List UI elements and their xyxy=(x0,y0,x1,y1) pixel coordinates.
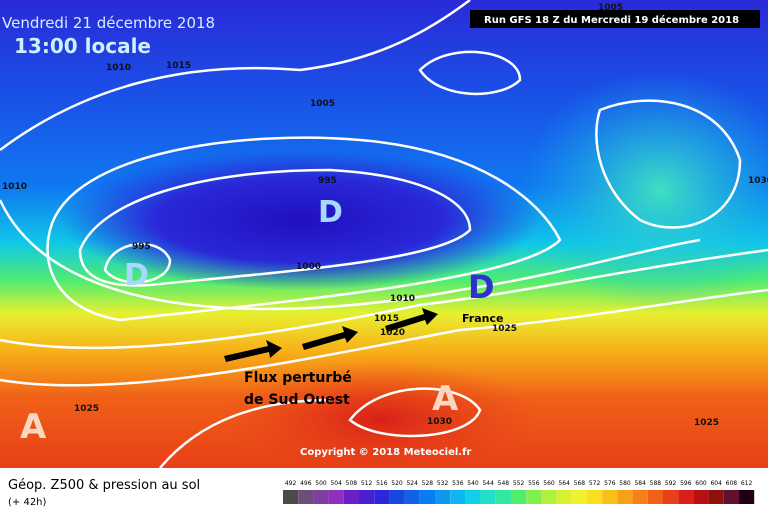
date: Vendredi 21 décembre 2018 xyxy=(2,14,215,32)
annotation: de Sud Ouest xyxy=(244,392,350,408)
isobar-label: 1010 xyxy=(106,63,131,73)
cold-area xyxy=(520,70,768,310)
legend-swatch xyxy=(298,490,314,504)
legend-title: Géop. Z500 & pression au sol xyxy=(8,478,200,493)
legend-value: 596 xyxy=(680,480,692,487)
legend-value: 592 xyxy=(665,480,677,487)
legend-value: 496 xyxy=(300,480,312,487)
legend-swatch xyxy=(541,490,557,504)
legend-value: 604 xyxy=(710,480,722,487)
legend-value: 528 xyxy=(422,480,434,487)
legend-swatch xyxy=(632,490,648,504)
pressure-system: D xyxy=(124,258,149,293)
isobar-label: 1015 xyxy=(166,61,191,71)
time: 13:00 locale xyxy=(14,34,151,58)
legend-value: 524 xyxy=(406,480,418,487)
legend-swatch xyxy=(374,490,390,504)
legend-swatch xyxy=(693,490,709,504)
legend-value: 544 xyxy=(482,480,494,487)
legend-value: 548 xyxy=(498,480,510,487)
legend-value: 568 xyxy=(574,480,586,487)
legend-value: 536 xyxy=(452,480,464,487)
legend-swatch xyxy=(739,490,755,504)
legend-value: 564 xyxy=(558,480,570,487)
legend-swatch xyxy=(495,490,511,504)
legend-value: 532 xyxy=(437,480,449,487)
legend-swatch xyxy=(708,490,724,504)
legend-swatch xyxy=(602,490,618,504)
legend-swatch xyxy=(313,490,329,504)
legend-value: 600 xyxy=(695,480,707,487)
legend-value: 512 xyxy=(361,480,373,487)
legend-swatch xyxy=(328,490,344,504)
legend-swatch xyxy=(647,490,663,504)
legend-swatch xyxy=(480,490,496,504)
legend-swatch xyxy=(435,490,451,504)
run-info: Run GFS 18 Z du Mercredi 19 décembre 201… xyxy=(484,14,739,26)
legend-swatch xyxy=(389,490,405,504)
isobar-label: 995 xyxy=(318,176,337,186)
legend-swatch xyxy=(450,490,466,504)
isobar-label: 1025 xyxy=(694,418,719,428)
legend-swatch xyxy=(359,490,375,504)
legend-value: 500 xyxy=(315,480,327,487)
isobar-label: 1005 xyxy=(310,99,335,109)
isobar-label: 1020 xyxy=(380,328,405,338)
legend-value: 560 xyxy=(543,480,555,487)
legend-swatch xyxy=(526,490,542,504)
legend-value: 508 xyxy=(346,480,358,487)
isobar-label: 1030 xyxy=(748,176,768,186)
high-area xyxy=(220,360,540,480)
legend-swatch xyxy=(404,490,420,504)
isobar-label: 995 xyxy=(132,242,151,252)
isobar-label: 1010 xyxy=(2,182,27,192)
legend-value: 504 xyxy=(330,480,342,487)
legend-value: 516 xyxy=(376,480,388,487)
legend-swatch xyxy=(617,490,633,504)
legend-value: 492 xyxy=(285,480,297,487)
legend-value: 540 xyxy=(467,480,479,487)
isobar-label: 1005 xyxy=(598,3,623,13)
legend-swatch xyxy=(511,490,527,504)
legend-value: 576 xyxy=(604,480,616,487)
isobar-label: 1010 xyxy=(390,294,415,304)
legend-swatch xyxy=(663,490,679,504)
legend-value: 520 xyxy=(391,480,403,487)
isobar-label: 1025 xyxy=(74,404,99,414)
isobar-label: 1000 xyxy=(296,262,321,272)
pressure-system: D xyxy=(468,268,495,306)
legend-swatch xyxy=(556,490,572,504)
legend-swatch xyxy=(678,490,694,504)
legend-swatch xyxy=(571,490,587,504)
legend-value: 588 xyxy=(650,480,662,487)
pressure-system: A xyxy=(432,379,459,419)
legend-value: 552 xyxy=(513,480,525,487)
isobar-label: 1025 xyxy=(492,324,517,334)
legend-swatch xyxy=(465,490,481,504)
legend-value: 580 xyxy=(619,480,631,487)
run-banner xyxy=(470,10,760,28)
legend-value: 556 xyxy=(528,480,540,487)
isobar-label: 1030 xyxy=(427,417,452,427)
legend-swatch xyxy=(587,490,603,504)
annotation: Flux perturbé xyxy=(244,370,352,386)
legend-swatch xyxy=(283,490,299,504)
isobar-label: 1015 xyxy=(374,314,399,324)
place-label: France xyxy=(462,312,503,325)
legend-value: 612 xyxy=(741,480,753,487)
legend-swatch xyxy=(419,490,435,504)
legend-value: 584 xyxy=(634,480,646,487)
arrows xyxy=(224,308,438,362)
legend-value: 608 xyxy=(726,480,738,487)
legend-swatch xyxy=(343,490,359,504)
legend-subtitle: (+ 42h) xyxy=(8,497,47,508)
legend-swatch xyxy=(723,490,739,504)
pressure-system: A xyxy=(20,407,47,447)
pressure-system: D xyxy=(318,195,343,230)
copyright: Copyright © 2018 Meteociel.fr xyxy=(300,447,471,458)
isobars xyxy=(0,0,768,468)
legend-value: 572 xyxy=(589,480,601,487)
